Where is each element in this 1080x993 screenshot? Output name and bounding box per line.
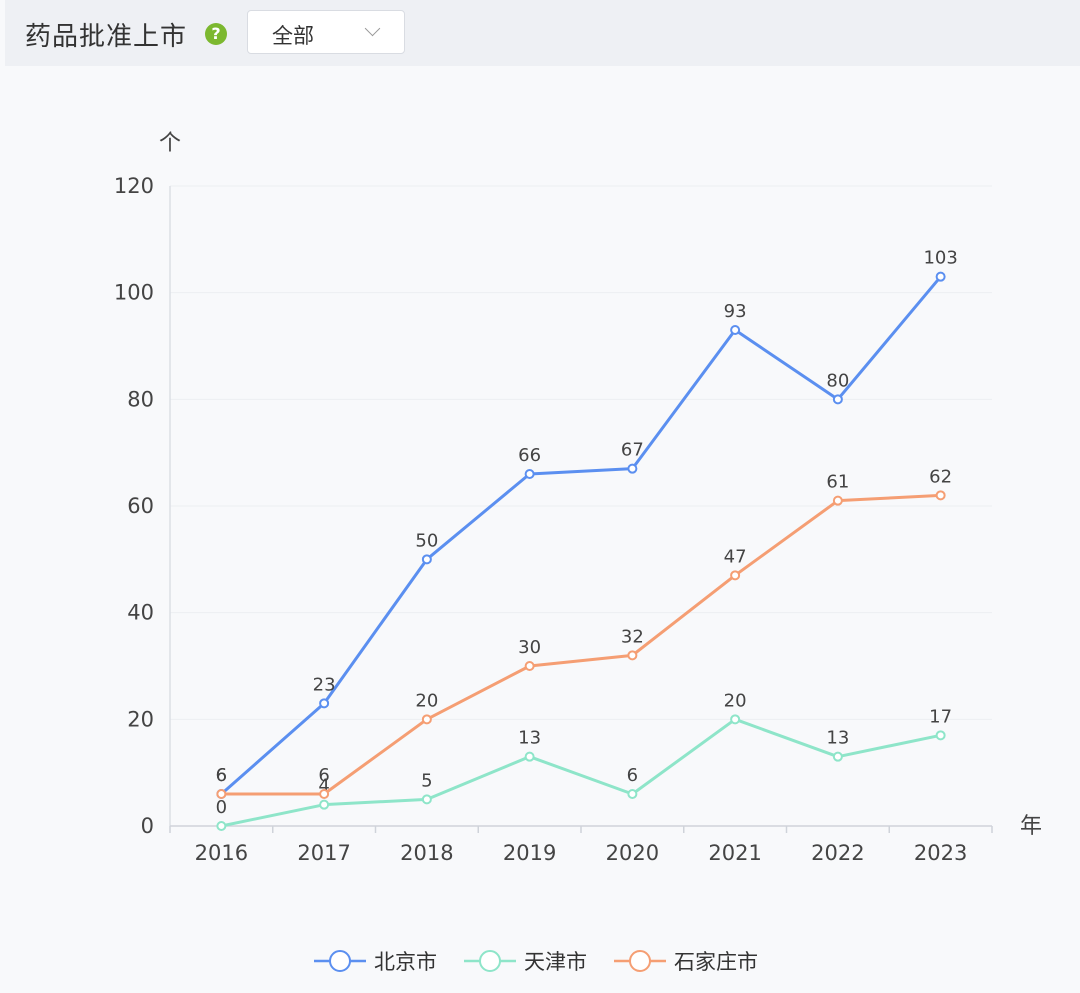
legend-label: 北京市 bbox=[374, 950, 437, 974]
data-point bbox=[935, 271, 946, 282]
data-point bbox=[730, 325, 741, 335]
data-label: 13 bbox=[518, 728, 541, 749]
data-label: 6 bbox=[627, 765, 638, 786]
legend-marker bbox=[629, 950, 651, 972]
data-label: 67 bbox=[621, 440, 644, 461]
data-point bbox=[627, 650, 638, 661]
question-circle-icon[interactable]: ? bbox=[205, 23, 227, 45]
data-point bbox=[832, 751, 843, 762]
x-tick-label: 2016 bbox=[195, 841, 248, 865]
legend-marker bbox=[329, 950, 351, 972]
x-tick-label: 2022 bbox=[811, 841, 864, 865]
legend-label: 石家庄市 bbox=[674, 950, 758, 974]
data-point bbox=[730, 570, 741, 581]
y-axis-unit-label: 个 bbox=[159, 131, 181, 156]
data-point bbox=[319, 799, 330, 810]
data-label: 5 bbox=[421, 770, 432, 791]
data-point bbox=[524, 469, 535, 479]
page-title: 药品批准上市 bbox=[25, 22, 188, 52]
legend-label: 天津市 bbox=[524, 950, 587, 974]
data-point bbox=[216, 821, 227, 831]
data-label: 47 bbox=[724, 546, 747, 567]
data-label: 62 bbox=[929, 466, 952, 487]
data-label: 50 bbox=[415, 530, 438, 551]
header-bar: 药品批准上市 ? 全部 bbox=[5, 0, 1080, 66]
data-label: 0 bbox=[216, 797, 227, 818]
series-line bbox=[220, 275, 942, 796]
series-line bbox=[221, 717, 941, 828]
data-point bbox=[421, 714, 432, 725]
data-label: 30 bbox=[518, 637, 541, 658]
data-point bbox=[627, 463, 638, 474]
data-point bbox=[627, 789, 638, 799]
x-tick-label: 2023 bbox=[914, 841, 967, 865]
data-point bbox=[524, 661, 535, 671]
x-tick-label: 2018 bbox=[400, 841, 453, 865]
y-tick-label: 100 bbox=[114, 281, 154, 305]
x-axis-unit-label: 年 bbox=[1020, 814, 1042, 839]
data-label: 6 bbox=[216, 765, 227, 786]
x-tick-label: 2017 bbox=[297, 841, 350, 865]
data-point bbox=[421, 794, 432, 805]
data-label: 23 bbox=[313, 674, 336, 695]
y-tick-label: 0 bbox=[141, 814, 154, 838]
data-point bbox=[421, 554, 432, 565]
x-tick-label: 2020 bbox=[606, 841, 659, 865]
series-line bbox=[221, 493, 941, 796]
data-label: 20 bbox=[415, 690, 438, 711]
y-tick-label: 20 bbox=[127, 707, 154, 731]
legend-marker bbox=[479, 950, 501, 972]
data-label: 103 bbox=[923, 248, 957, 269]
data-label: 61 bbox=[826, 472, 849, 493]
data-point bbox=[832, 495, 843, 506]
data-point bbox=[319, 698, 330, 709]
x-tick-label: 2019 bbox=[503, 841, 556, 865]
region-filter-select[interactable]: 全部 bbox=[247, 10, 405, 54]
data-point bbox=[935, 490, 946, 501]
data-label: 20 bbox=[724, 690, 747, 711]
data-point bbox=[832, 394, 843, 405]
data-point bbox=[935, 730, 946, 741]
data-label: 32 bbox=[621, 626, 644, 647]
data-label: 66 bbox=[518, 445, 541, 466]
data-point bbox=[730, 714, 741, 725]
data-point bbox=[319, 789, 330, 799]
data-point bbox=[216, 789, 227, 799]
y-tick-label: 80 bbox=[127, 387, 154, 411]
y-tick-label: 60 bbox=[127, 494, 154, 518]
data-point bbox=[524, 751, 535, 762]
data-label: 80 bbox=[826, 370, 849, 391]
y-tick-label: 120 bbox=[114, 174, 154, 198]
data-label: 93 bbox=[724, 301, 747, 322]
region-filter-value: 全部 bbox=[272, 24, 314, 48]
data-label: 17 bbox=[929, 706, 952, 727]
data-label: 4 bbox=[318, 776, 329, 797]
data-label: 6 bbox=[216, 765, 227, 786]
data-label: 13 bbox=[826, 728, 849, 749]
x-tick-label: 2021 bbox=[708, 841, 761, 865]
y-tick-label: 40 bbox=[127, 601, 154, 625]
data-label: 6 bbox=[318, 765, 329, 786]
